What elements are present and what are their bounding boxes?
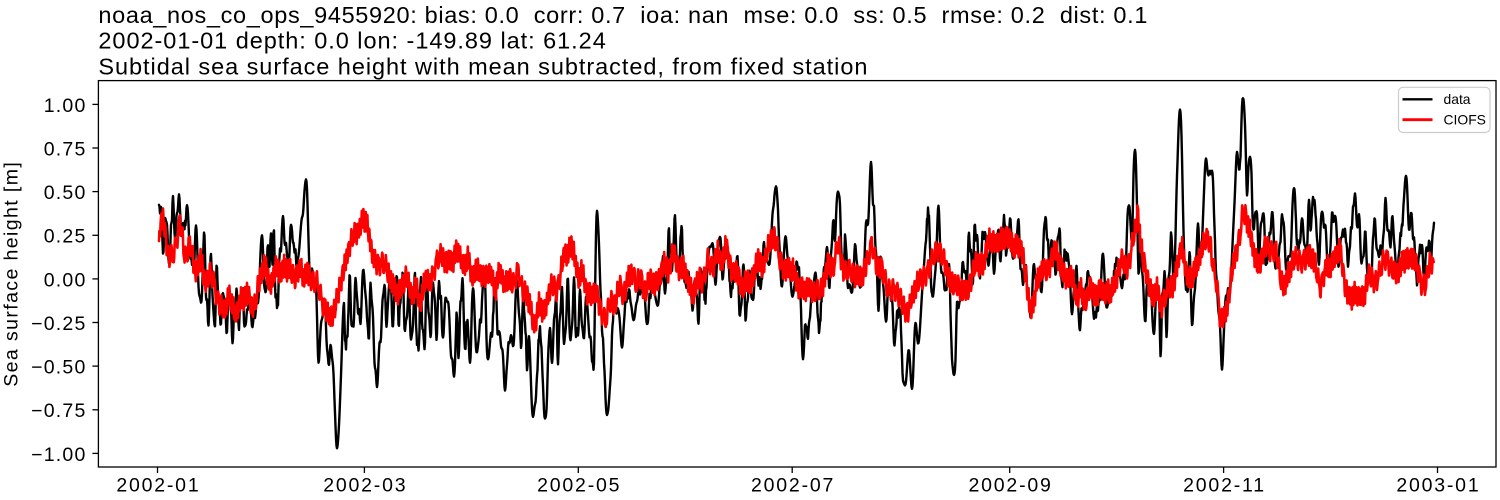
svg-text:2002-01-01 depth: 0.0 lon: -14: 2002-01-01 depth: 0.0 lon: -149.89 lat: …: [98, 28, 606, 54]
svg-text:−0.75: −0.75: [31, 400, 86, 422]
svg-text:0.75: 0.75: [44, 138, 87, 160]
svg-text:2002-07: 2002-07: [751, 475, 835, 497]
svg-text:0.50: 0.50: [44, 182, 87, 204]
svg-text:2002-01: 2002-01: [116, 475, 200, 497]
svg-text:−0.25: −0.25: [31, 313, 86, 335]
svg-text:1.00: 1.00: [44, 95, 87, 117]
svg-text:0.25: 0.25: [44, 226, 87, 248]
svg-text:2002-03: 2002-03: [323, 475, 407, 497]
svg-text:2002-05: 2002-05: [537, 475, 621, 497]
svg-text:−0.50: −0.50: [31, 357, 86, 379]
svg-text:2002-11: 2002-11: [1183, 475, 1266, 497]
svg-text:noaa_nos_co_ops_9455920: bias:: noaa_nos_co_ops_9455920: bias: 0.0 corr:…: [98, 2, 1148, 28]
svg-text:0.00: 0.00: [44, 269, 87, 291]
svg-text:Subtidal sea surface height wi: Subtidal sea surface height with mean su…: [98, 53, 868, 79]
svg-text:2002-09: 2002-09: [969, 475, 1053, 497]
svg-text:2003-01: 2003-01: [1396, 475, 1480, 497]
svg-text:data: data: [1444, 91, 1471, 107]
svg-text:−1.00: −1.00: [31, 444, 86, 466]
svg-text:Sea surface height [m]: Sea surface height [m]: [1, 161, 23, 387]
svg-text:CIOFS: CIOFS: [1444, 112, 1486, 128]
